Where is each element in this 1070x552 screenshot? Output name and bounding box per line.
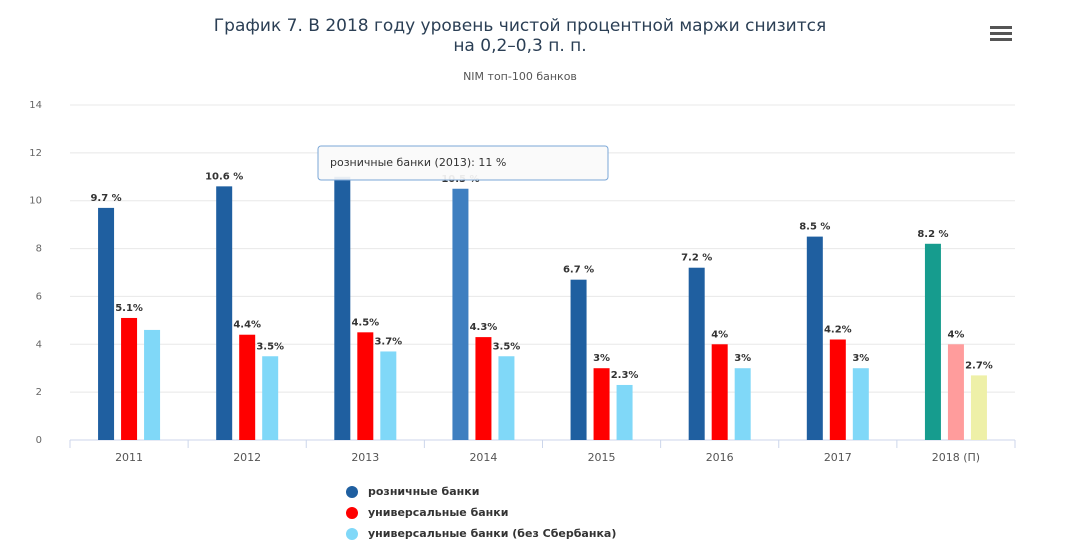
bar — [616, 384, 633, 440]
data-label: 3.5% — [493, 341, 521, 352]
bar — [452, 188, 469, 440]
tooltip-box — [317, 145, 609, 181]
chart-subtitle: NIM топ-100 банков — [463, 70, 577, 83]
legend-label: универсальные банки (без Сбербанка) — [368, 527, 616, 540]
data-label: 2.7% — [965, 360, 993, 371]
data-label: 3.5% — [256, 341, 284, 352]
data-label: 3% — [734, 353, 751, 364]
bar — [98, 207, 115, 440]
legend-label: розничные банки — [368, 485, 479, 498]
bar — [570, 279, 587, 440]
y-tick-label: 6 — [36, 291, 42, 302]
bar — [924, 243, 941, 440]
y-tick-label: 14 — [29, 100, 42, 111]
menu-button[interactable] — [990, 26, 1012, 41]
bar — [711, 344, 728, 440]
bar — [970, 375, 987, 440]
bar — [121, 317, 138, 440]
bar — [829, 339, 846, 440]
data-label: 3.7% — [374, 336, 402, 347]
bar — [593, 368, 610, 440]
bar — [734, 368, 751, 440]
x-tick-label: 2014 — [469, 451, 497, 464]
data-label: 3% — [593, 353, 610, 364]
data-label: 3% — [852, 353, 869, 364]
y-tick-label: 10 — [29, 196, 42, 207]
x-tick-label: 2011 — [115, 451, 143, 464]
x-tick-label: 2013 — [351, 451, 379, 464]
data-label: 9.7 % — [90, 193, 121, 204]
data-label: 4% — [947, 329, 964, 340]
data-label: 8.2 % — [917, 229, 948, 240]
bar — [239, 334, 256, 440]
y-tick-label: 12 — [29, 148, 42, 159]
x-tick-label: 2018 (П) — [932, 451, 980, 464]
data-label: 6.7 % — [563, 265, 594, 276]
x-tick-label: 2017 — [824, 451, 852, 464]
data-label: 4.2% — [824, 325, 852, 336]
data-label: 4.4% — [233, 320, 261, 331]
y-tick-label: 2 — [36, 387, 42, 398]
bar — [806, 236, 823, 440]
y-tick-label: 8 — [36, 244, 42, 255]
legend-marker — [346, 528, 358, 540]
data-label: 10.6 % — [205, 171, 243, 182]
chart-title: на 0,2–0,3 п. п. — [453, 36, 586, 56]
legend-label: универсальные банки — [368, 506, 508, 519]
bar — [357, 332, 374, 440]
bar — [498, 356, 515, 440]
y-tick-label: 4 — [36, 339, 42, 350]
bar — [334, 176, 351, 441]
data-label: 4.3% — [470, 322, 498, 333]
data-label: 2.3% — [611, 370, 639, 381]
data-label: 8.5 % — [799, 222, 830, 233]
bar — [688, 267, 705, 440]
bar — [144, 329, 161, 440]
bar — [216, 186, 233, 440]
legend-marker — [346, 486, 358, 498]
bar — [852, 368, 869, 440]
bar — [380, 351, 397, 440]
chart-title: График 7. В 2018 году уровень чистой про… — [214, 16, 826, 36]
bar — [262, 356, 279, 440]
bar — [475, 337, 492, 440]
data-label: 4.5% — [351, 317, 379, 328]
data-label: 4% — [711, 329, 728, 340]
bar — [947, 344, 964, 440]
x-tick-label: 2012 — [233, 451, 261, 464]
tooltip-text: розничные банки (2013): 11 % — [330, 156, 506, 169]
x-tick-label: 2016 — [706, 451, 734, 464]
data-label: 5.1% — [115, 303, 143, 314]
legend-marker — [346, 507, 358, 519]
y-tick-label: 0 — [36, 435, 42, 446]
x-tick-label: 2015 — [588, 451, 616, 464]
data-label: 7.2 % — [681, 253, 712, 264]
